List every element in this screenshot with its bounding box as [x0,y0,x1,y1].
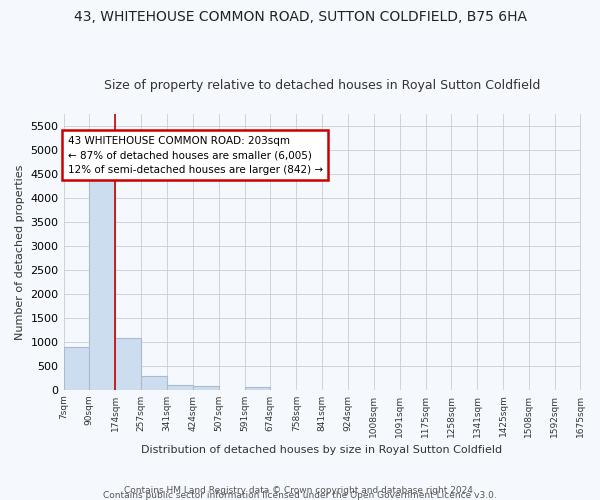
Text: 43 WHITEHOUSE COMMON ROAD: 203sqm
← 87% of detached houses are smaller (6,005)
1: 43 WHITEHOUSE COMMON ROAD: 203sqm ← 87% … [68,136,323,175]
Y-axis label: Number of detached properties: Number of detached properties [15,164,25,340]
Bar [141,376,167,390]
X-axis label: Distribution of detached houses by size in Royal Sutton Coldfield: Distribution of detached houses by size … [142,445,503,455]
Bar [245,387,270,390]
Bar [193,386,218,390]
Text: 43, WHITEHOUSE COMMON ROAD, SUTTON COLDFIELD, B75 6HA: 43, WHITEHOUSE COMMON ROAD, SUTTON COLDF… [74,10,527,24]
Bar [167,386,193,390]
Title: Size of property relative to detached houses in Royal Sutton Coldfield: Size of property relative to detached ho… [104,79,540,92]
Text: Contains HM Land Registry data © Crown copyright and database right 2024.: Contains HM Land Registry data © Crown c… [124,486,476,495]
Bar [115,338,141,390]
Bar [89,169,115,390]
Bar [64,346,89,390]
Text: Contains public sector information licensed under the Open Government Licence v3: Contains public sector information licen… [103,491,497,500]
